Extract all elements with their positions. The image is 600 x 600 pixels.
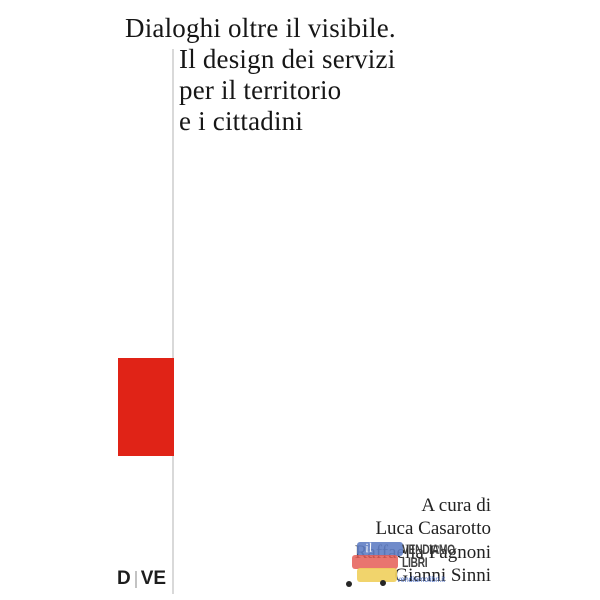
curated-by-label: A cura di xyxy=(421,495,491,516)
publisher-logo-divider xyxy=(134,570,137,588)
author-name: Gianni Sinni xyxy=(394,565,491,587)
watermark-word-vendiamo: VENDIAMO xyxy=(402,541,455,557)
book-title: Dialoghi oltre il visibile. Il design de… xyxy=(125,13,396,137)
publisher-logo-dve: D VE xyxy=(117,568,166,590)
watermark-word-libri: LIBRI xyxy=(402,554,428,570)
title-line-2: Il design dei servizi xyxy=(179,44,396,74)
title-line-3: per il territorio xyxy=(179,75,342,105)
watermark-script-mark: il xyxy=(363,539,374,556)
watermark-small-text: vendiamolibri.it xyxy=(397,575,446,584)
red-accent-block xyxy=(118,358,174,456)
watermark-wheel-icon xyxy=(346,581,352,587)
watermark-van-red-shape xyxy=(352,555,398,569)
publisher-logo-right: VE xyxy=(140,568,167,589)
watermark-wheel-icon xyxy=(380,580,386,586)
title-line-1: Dialoghi oltre il visibile. xyxy=(125,13,396,43)
vertical-rule xyxy=(172,49,174,594)
watermark-van-yellow-shape xyxy=(357,568,397,582)
author-name: Luca Casarotto xyxy=(375,518,491,540)
publisher-logo-left: D xyxy=(117,568,131,589)
title-line-4: e i cittadini xyxy=(179,106,304,136)
watermark-van-blue-shape: il xyxy=(357,539,403,556)
